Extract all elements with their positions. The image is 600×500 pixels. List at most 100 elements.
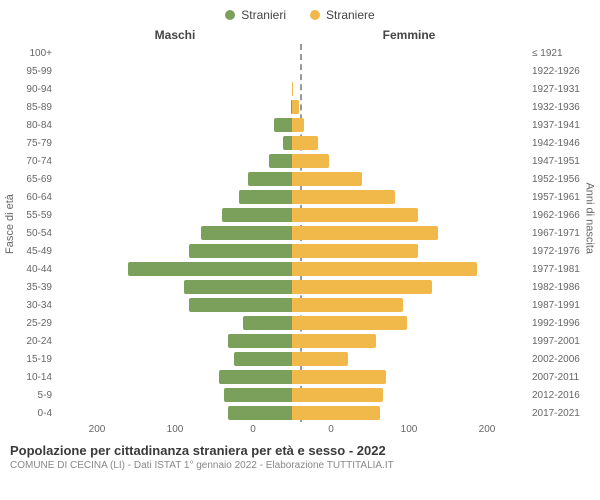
pyramid-row: 55-591962-1966 [8,206,592,224]
footer-title: Popolazione per cittadinanza straniera p… [10,443,590,458]
age-label: 70-74 [8,156,58,167]
pyramid-row: 75-79 1942-1946 [8,134,592,152]
pyramid-chart: Stranieri Straniere Maschi Femmine Fasce… [0,0,600,500]
bar-male [184,280,292,294]
pyramid-row: 15-19 2002-2006 [8,350,592,368]
pyramid-row: 85-89 1932-1936 [8,98,592,116]
birth-year-label: ≤ 1921 [526,48,592,59]
age-label: 45-49 [8,246,58,257]
birth-year-label: 2007-2011 [526,372,592,383]
age-label: 50-54 [8,228,58,239]
bar-female [292,334,376,348]
bar-male [239,190,292,204]
pyramid-row: 35-391982-1986 [8,278,592,296]
bar-female [292,370,386,384]
legend-swatch-male [225,10,235,20]
bar-male [234,352,293,366]
bar-female [292,82,293,96]
footer-subtitle: COMUNE DI CECINA (LI) - Dati ISTAT 1° ge… [10,460,590,471]
bar-male [224,388,292,402]
pyramid-row: 90-94 1927-1931 [8,80,592,98]
birth-year-label: 1932-1936 [526,102,592,113]
birth-year-label: 1977-1981 [526,264,592,275]
birth-year-label: 1927-1931 [526,84,592,95]
x-tick: 0 [292,424,370,435]
age-label: 75-79 [8,138,58,149]
bar-female [292,190,395,204]
age-label: 20-24 [8,336,58,347]
age-label: 80-84 [8,120,58,131]
bar-male [222,208,292,222]
bar-male [228,334,292,348]
age-label: 30-34 [8,300,58,311]
bar-female [292,262,477,276]
legend-item-male: Stranieri [225,8,286,22]
pyramid-row: 70-74 1947-1951 [8,152,592,170]
bar-male [269,154,292,168]
bar-female [292,280,432,294]
bar-female [292,244,418,258]
bar-male [274,118,292,132]
birth-year-label: 1992-1996 [526,318,592,329]
birth-year-label: 1967-1971 [526,228,592,239]
birth-year-label: 2002-2006 [526,354,592,365]
birth-year-label: 1947-1951 [526,156,592,167]
legend-label-female: Straniere [326,8,375,22]
bar-female [292,136,318,150]
birth-year-label: 1997-2001 [526,336,592,347]
bar-male [201,226,292,240]
x-axis: 2001000 0100200 [8,424,592,435]
age-label: 85-89 [8,102,58,113]
birth-year-label: 1962-1966 [526,210,592,221]
pyramid-row: 30-34 1987-1991 [8,296,592,314]
pyramid-row: 95-991922-1926 [8,62,592,80]
pyramid-row: 10-14 2007-2011 [8,368,592,386]
age-label: 0-4 [8,408,58,419]
age-label: 95-99 [8,66,58,77]
age-label: 100+ [8,48,58,59]
x-tick: 200 [448,424,526,435]
age-label: 90-94 [8,84,58,95]
birth-year-label: 1987-1991 [526,300,592,311]
x-tick: 100 [136,424,214,435]
header-male: Maschi [58,28,292,42]
age-label: 35-39 [8,282,58,293]
pyramid-row: 80-84 1937-1941 [8,116,592,134]
pyramid-row: 25-29 1992-1996 [8,314,592,332]
bar-male [243,316,292,330]
legend-label-male: Stranieri [241,8,286,22]
bar-male [189,244,292,258]
header-female: Femmine [292,28,526,42]
bar-female [292,388,383,402]
age-label: 10-14 [8,372,58,383]
birth-year-label: 1952-1956 [526,174,592,185]
pyramid-row: 45-491972-1976 [8,242,592,260]
bar-female [292,352,348,366]
legend: Stranieri Straniere [8,8,592,22]
chart-footer: Popolazione per cittadinanza straniera p… [8,443,592,471]
column-headers: Maschi Femmine [8,28,592,42]
bar-male [248,172,292,186]
pyramid-row: 50-54 1967-1971 [8,224,592,242]
bar-female [292,172,362,186]
bar-female [292,154,329,168]
bar-female [292,100,299,114]
age-label: 25-29 [8,318,58,329]
bar-female [292,406,380,420]
pyramid-row: 65-691952-1956 [8,170,592,188]
birth-year-label: 1942-1946 [526,138,592,149]
birth-year-label: 1937-1941 [526,120,592,131]
x-ticks-right: 0100200 [292,424,526,435]
age-label: 60-64 [8,192,58,203]
age-label: 15-19 [8,354,58,365]
bar-female [292,208,418,222]
bar-male [189,298,292,312]
bar-male [283,136,292,150]
x-ticks-left: 2001000 [58,424,292,435]
bar-male [219,370,292,384]
x-tick: 100 [370,424,448,435]
plot-area: Fasce di età Anni di nascita 100+≤ 19219… [8,44,592,435]
pyramid-row: 40-441977-1981 [8,260,592,278]
pyramid-rows: 100+ ≤ 1921 95-991922-1926 90-94 1927-1931 85… [8,44,592,422]
pyramid-row: 5-92012-2016 [8,386,592,404]
